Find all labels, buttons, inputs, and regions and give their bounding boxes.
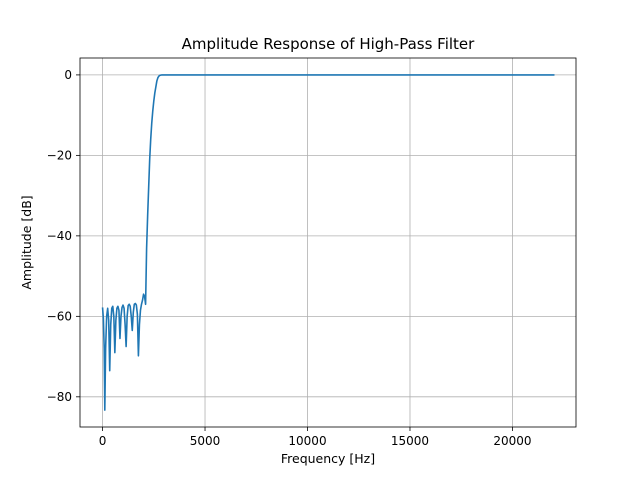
y-axis-label: Amplitude [dB] [19, 195, 34, 289]
y-tick-label: −20 [47, 148, 72, 162]
ticks: 0 5000 10000 15000 20000 0 −20 −40 −60 −80 [47, 68, 532, 448]
x-tick-label: 10000 [288, 434, 326, 448]
x-tick-label: 20000 [493, 434, 531, 448]
series-line [101, 74, 555, 411]
x-tick-label: 5000 [190, 434, 221, 448]
y-tick-label: −40 [47, 229, 72, 243]
chart-title: Amplitude Response of High-Pass Filter [182, 35, 476, 53]
y-tick-label: −80 [47, 390, 72, 404]
plot-area-frame [79, 57, 577, 428]
y-tick-label: −60 [47, 309, 72, 323]
y-tick-label: 0 [64, 68, 72, 82]
x-tick-label: 0 [99, 434, 107, 448]
series-layer [101, 74, 555, 411]
x-axis-label: Frequency [Hz] [281, 451, 375, 466]
x-tick-label: 15000 [391, 434, 429, 448]
